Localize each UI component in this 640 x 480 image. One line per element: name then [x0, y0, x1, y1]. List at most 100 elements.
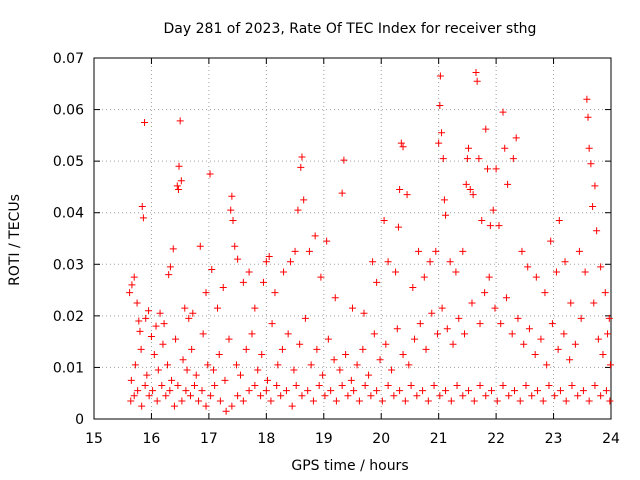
data-point — [189, 309, 197, 317]
data-point — [591, 381, 599, 389]
data-point — [160, 320, 168, 328]
data-point — [296, 340, 304, 348]
data-point — [138, 203, 146, 211]
data-point — [554, 345, 562, 353]
data-point — [525, 325, 533, 333]
data-point — [294, 206, 302, 214]
data-point — [574, 392, 582, 400]
data-point — [497, 320, 505, 328]
data-point — [577, 314, 585, 322]
data-point — [604, 330, 612, 338]
data-point — [169, 245, 177, 253]
data-point — [251, 304, 259, 312]
data-point — [420, 273, 428, 281]
data-point — [149, 387, 157, 395]
data-point — [583, 95, 591, 103]
data-point — [476, 320, 484, 328]
data-point — [179, 356, 187, 364]
data-point — [251, 381, 259, 389]
data-point — [430, 381, 438, 389]
data-point — [239, 278, 247, 286]
data-point — [384, 381, 392, 389]
data-point — [568, 381, 576, 389]
data-point — [453, 381, 461, 389]
data-point — [459, 247, 467, 255]
data-point — [319, 371, 327, 379]
data-point — [452, 268, 460, 276]
data-point — [350, 387, 358, 395]
data-point — [465, 144, 473, 152]
data-point — [495, 222, 503, 230]
data-point — [369, 258, 377, 266]
tick-layer: 15 16 17 18 19 20 21 22 23 24 0 0.01 0.02 0.03 0.04 0.0… — [53, 51, 620, 447]
grid-layer — [94, 58, 611, 419]
data-point — [380, 216, 388, 224]
data-point — [202, 289, 210, 297]
data-point — [185, 314, 193, 322]
data-point — [178, 397, 186, 405]
data-point — [342, 351, 350, 359]
data-point — [502, 294, 510, 302]
data-point — [188, 345, 196, 353]
data-point — [215, 351, 223, 359]
data-point — [313, 345, 321, 353]
data-point — [305, 247, 313, 255]
data-point — [248, 330, 256, 338]
data-point — [323, 237, 331, 245]
data-point — [242, 345, 250, 353]
data-point — [524, 263, 532, 271]
data-point — [239, 397, 247, 405]
data-point — [257, 392, 265, 400]
data-point — [271, 289, 279, 297]
data-point — [268, 320, 276, 328]
data-point — [128, 281, 136, 289]
data-point — [284, 330, 292, 338]
data-point — [602, 387, 610, 395]
data-point — [182, 387, 190, 395]
data-point — [449, 340, 457, 348]
data-point — [265, 253, 273, 261]
data-point — [560, 330, 568, 338]
data-point — [585, 144, 593, 152]
data-point — [435, 139, 443, 147]
data-point — [152, 322, 160, 330]
data-point — [298, 153, 306, 161]
data-point — [545, 381, 553, 389]
data-point — [541, 289, 549, 297]
data-point — [436, 72, 444, 80]
data-point — [575, 247, 583, 255]
data-point — [426, 258, 434, 266]
y-tick-label: 0.06 — [53, 103, 84, 119]
data-point — [174, 381, 182, 389]
data-point — [127, 376, 135, 384]
data-point — [344, 392, 352, 400]
data-point — [509, 155, 517, 163]
data-point — [473, 77, 481, 85]
x-tick-label: 21 — [430, 431, 448, 447]
data-point — [145, 307, 153, 315]
data-point — [222, 407, 230, 415]
data-point — [561, 258, 569, 266]
data-point — [556, 387, 564, 395]
data-point — [292, 381, 300, 389]
data-point — [191, 381, 199, 389]
data-point — [518, 247, 526, 255]
data-point — [432, 247, 440, 255]
data-point — [298, 392, 306, 400]
data-point — [388, 366, 396, 374]
data-point — [405, 361, 413, 369]
data-point — [485, 273, 493, 281]
data-point — [478, 216, 486, 224]
data-point — [397, 139, 405, 147]
data-point — [489, 206, 497, 214]
data-point — [245, 387, 253, 395]
data-point — [324, 335, 332, 343]
data-point — [392, 268, 400, 276]
data-point — [589, 203, 597, 211]
data-point — [440, 196, 448, 204]
data-point — [501, 144, 509, 152]
data-point — [196, 242, 204, 250]
data-point — [415, 247, 423, 255]
data-point — [468, 299, 476, 307]
